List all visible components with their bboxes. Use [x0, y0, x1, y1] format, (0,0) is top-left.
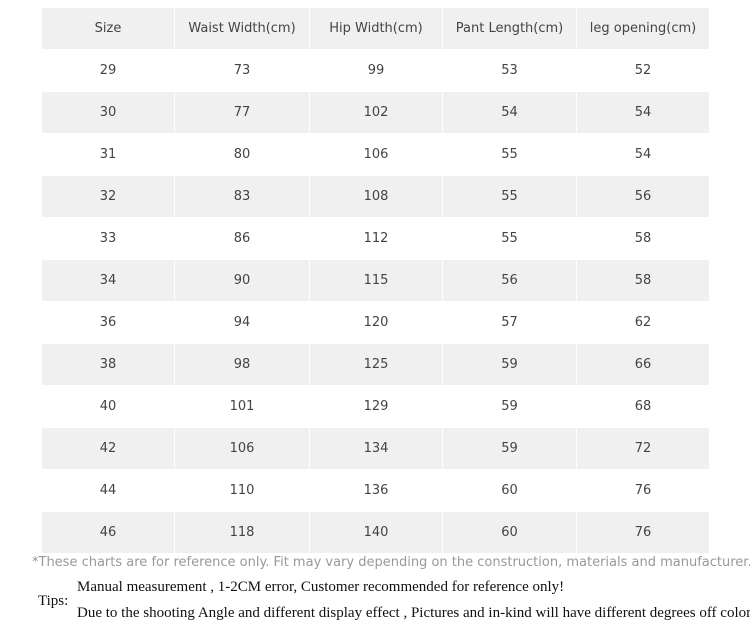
cell: 76: [634, 483, 652, 498]
cell: 56: [443, 260, 576, 301]
table-row: 29 73 99 53 52: [42, 50, 709, 92]
tip-line: Manual measurement , 1-2CM error, Custom…: [77, 579, 565, 595]
cell: 55: [501, 231, 518, 246]
table-row: 33 86 112 55 58: [42, 218, 709, 260]
cell: 108: [310, 176, 442, 217]
table-row: 42 106 134 59 72: [42, 428, 709, 470]
cell: 140: [310, 512, 442, 553]
cell: 83: [175, 176, 309, 217]
cell: 54: [634, 147, 652, 162]
footnote: *These charts are for reference only. Fi…: [32, 555, 750, 570]
cell: 101: [229, 399, 255, 414]
cell: 60: [501, 483, 518, 498]
cell: 52: [634, 63, 652, 78]
cell: 59: [501, 399, 518, 414]
cell: 136: [363, 483, 389, 498]
table-row: 34 90 115 56 58: [42, 260, 709, 302]
table-row: 36 94 120 57 62: [42, 302, 709, 344]
cell: 72: [577, 428, 709, 469]
cell: 115: [310, 260, 442, 301]
cell: 94: [233, 315, 251, 330]
cell: 31: [99, 147, 117, 162]
header-cell: Waist Width(cm): [175, 8, 309, 49]
cell: 98: [175, 344, 309, 385]
cell: 59: [443, 428, 576, 469]
cell: 42: [42, 428, 174, 469]
cell: 60: [443, 512, 576, 553]
table-row: 44 110 136 60 76: [42, 470, 709, 512]
cell: 55: [443, 176, 576, 217]
cell: 80: [233, 147, 251, 162]
cell: 34: [42, 260, 174, 301]
cell: 54: [443, 92, 576, 133]
cell: 53: [501, 63, 518, 78]
header-cell: Hip Width(cm): [310, 8, 442, 49]
cell: 58: [577, 260, 709, 301]
cell: 62: [634, 315, 652, 330]
cell: 44: [99, 483, 117, 498]
cell: 86: [233, 231, 251, 246]
cell: 134: [310, 428, 442, 469]
header-cell: leg opening(cm): [577, 8, 709, 49]
cell: 99: [367, 63, 385, 78]
table-row: 31 80 106 55 54: [42, 134, 709, 176]
header-cell: Pant Length(cm): [443, 8, 576, 49]
cell: 30: [42, 92, 174, 133]
cell: 58: [634, 231, 652, 246]
cell: 118: [175, 512, 309, 553]
cell: 106: [363, 147, 389, 162]
table-row: 30 77 102 54 54: [42, 92, 709, 134]
cell: 102: [310, 92, 442, 133]
tips-label: Tips:: [38, 593, 69, 609]
cell: 106: [175, 428, 309, 469]
cell: 90: [175, 260, 309, 301]
size-table: Size Waist Width(cm) Hip Width(cm) Pant Len…: [42, 8, 709, 554]
table-row: 46 118 140 60 76: [42, 512, 709, 554]
table-row: 38 98 125 59 66: [42, 344, 709, 386]
cell: 68: [634, 399, 652, 414]
cell: 76: [577, 512, 709, 553]
cell: 56: [577, 176, 709, 217]
cell: 38: [42, 344, 174, 385]
cell: 120: [363, 315, 389, 330]
cell: 29: [99, 63, 117, 78]
cell: 32: [42, 176, 174, 217]
header-row: Size Waist Width(cm) Hip Width(cm) Pant Len…: [42, 8, 709, 50]
cell: 110: [229, 483, 255, 498]
cell: 40: [99, 399, 117, 414]
cell: 57: [501, 315, 518, 330]
cell: 112: [363, 231, 389, 246]
cell: 59: [443, 344, 576, 385]
cell: 129: [363, 399, 389, 414]
cell: 54: [577, 92, 709, 133]
cell: 55: [501, 147, 518, 162]
cell: 77: [175, 92, 309, 133]
table-row: 32 83 108 55 56: [42, 176, 709, 218]
cell: 46: [42, 512, 174, 553]
cell: 66: [577, 344, 709, 385]
table-row: 40 101 129 59 68: [42, 386, 709, 428]
cell: 36: [99, 315, 117, 330]
cell: 125: [310, 344, 442, 385]
cell: 73: [233, 63, 251, 78]
header-cell: Size: [42, 8, 174, 49]
tip-line: Due to the shooting Angle and different …: [77, 605, 750, 621]
cell: 33: [99, 231, 117, 246]
